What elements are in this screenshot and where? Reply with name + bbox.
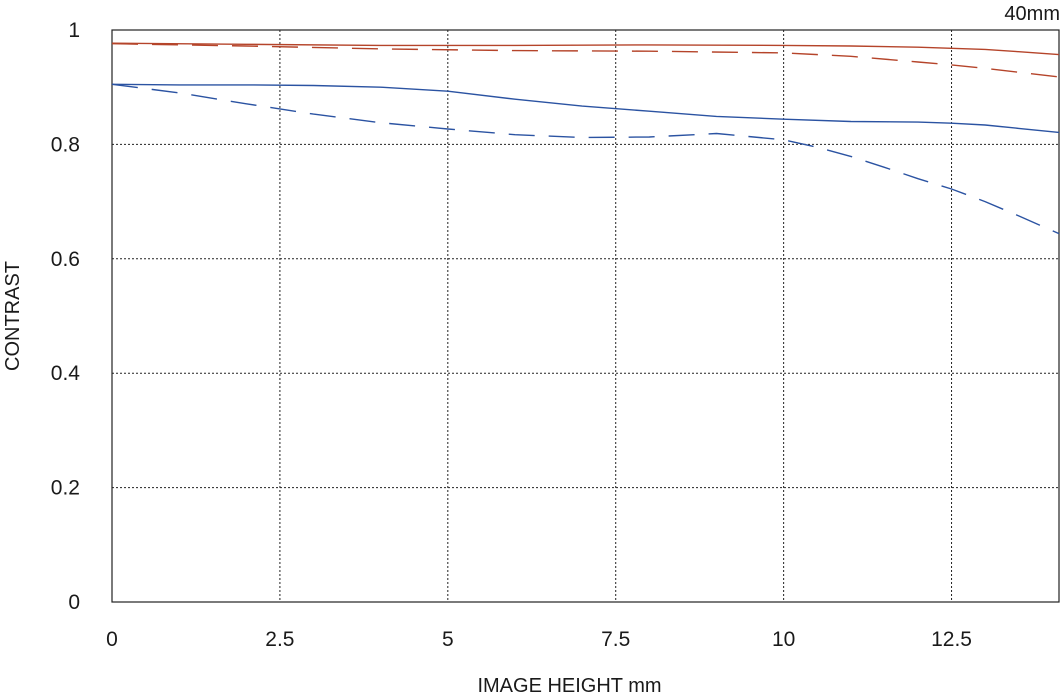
grid-lines: [112, 30, 1059, 602]
x-tick-label: 0: [106, 628, 118, 651]
y-tick-labels: 0 0.2 0.4 0.6 0.8 1: [51, 19, 81, 614]
x-tick-label: 2.5: [265, 628, 294, 651]
x-tick-label: 12.5: [931, 628, 972, 651]
y-tick-label: 0.4: [51, 362, 81, 385]
x-tick-label: 5: [442, 628, 454, 651]
y-tick-label: 0.6: [51, 248, 80, 271]
y-axis-label: CONTRAST: [2, 261, 24, 371]
y-tick-label: 0: [68, 591, 80, 614]
y-tick-label: 1: [68, 19, 80, 42]
series-line-2-dashed: [111, 43, 1060, 78]
x-tick-labels: 0 2.5 5 7.5 10 12.5: [106, 628, 972, 651]
x-tick-label: 10: [772, 628, 795, 651]
series-line-3-solid: [111, 83, 1060, 134]
y-tick-label: 0.8: [51, 133, 80, 156]
x-tick-label: 7.5: [601, 628, 630, 651]
plot-frame: [111, 29, 1060, 603]
series-line-1-solid: [111, 42, 1060, 56]
series-line-4-dashed: [111, 83, 1060, 235]
y-tick-label: 0.2: [51, 477, 80, 500]
x-axis-label: IMAGE HEIGHT mm: [477, 675, 661, 696]
series-layer: [111, 42, 1060, 235]
focal-length-label: 40mm: [1004, 3, 1060, 25]
